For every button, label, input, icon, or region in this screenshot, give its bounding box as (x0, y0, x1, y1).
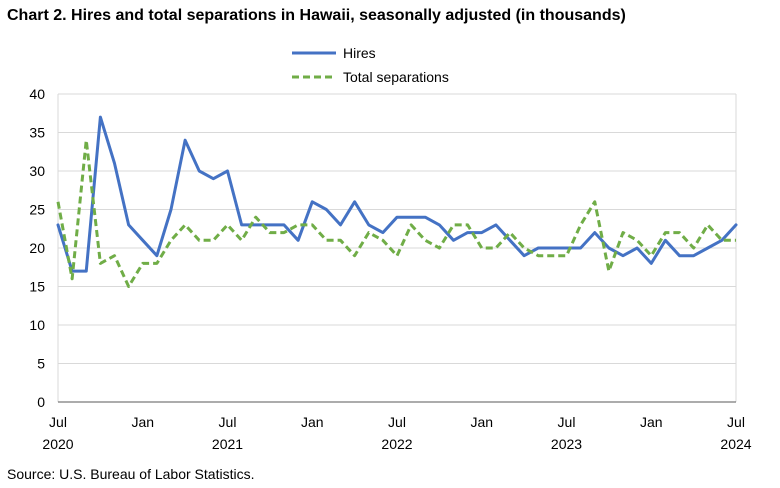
y-tick-label: 5 (37, 356, 45, 372)
y-tick-label: 40 (29, 86, 45, 102)
y-tick-label: 20 (29, 240, 45, 256)
x-tick-year-label: 2021 (212, 436, 243, 452)
x-tick-label: Jan (640, 414, 663, 430)
y-tick-label: 35 (29, 125, 45, 141)
series-line-total-separations (56, 138, 736, 288)
x-tick-year-label: 2022 (381, 436, 412, 452)
y-tick-label: 0 (37, 394, 45, 410)
y-tick-label: 10 (29, 317, 45, 333)
y-tick-label: 30 (29, 163, 45, 179)
x-tick-label: Jul (219, 414, 237, 430)
x-tick-label: Jan (131, 414, 154, 430)
x-tick-label: Jan (301, 414, 324, 430)
x-tick-label: Jul (49, 414, 67, 430)
source-note: Source: U.S. Bureau of Labor Statistics. (7, 466, 255, 482)
legend-label: Hires (343, 45, 376, 61)
x-tick-year-label: 2023 (551, 436, 582, 452)
chart-title: Chart 2. Hires and total separations in … (7, 7, 626, 24)
legend: Hires Total separations (292, 45, 449, 85)
x-tick-label: Jan (470, 414, 493, 430)
x-tick-label: Jul (388, 414, 406, 430)
legend-label: Total separations (343, 69, 449, 85)
x-tick-year-label: 2024 (720, 436, 751, 452)
x-tick-label: Jul (727, 414, 745, 430)
series-lines (56, 115, 738, 288)
x-tick-label: Jul (558, 414, 576, 430)
axes: 0 5 10 15 20 25 30 35 40 Jul 2020 Jan Jul 2021 Jan Jul 2… (29, 86, 751, 452)
y-tick-label: 15 (29, 279, 45, 295)
y-tick-label: 25 (29, 202, 45, 218)
x-tick-year-label: 2020 (42, 436, 73, 452)
series-line-hires (56, 115, 738, 273)
gridlines (57, 93, 737, 402)
